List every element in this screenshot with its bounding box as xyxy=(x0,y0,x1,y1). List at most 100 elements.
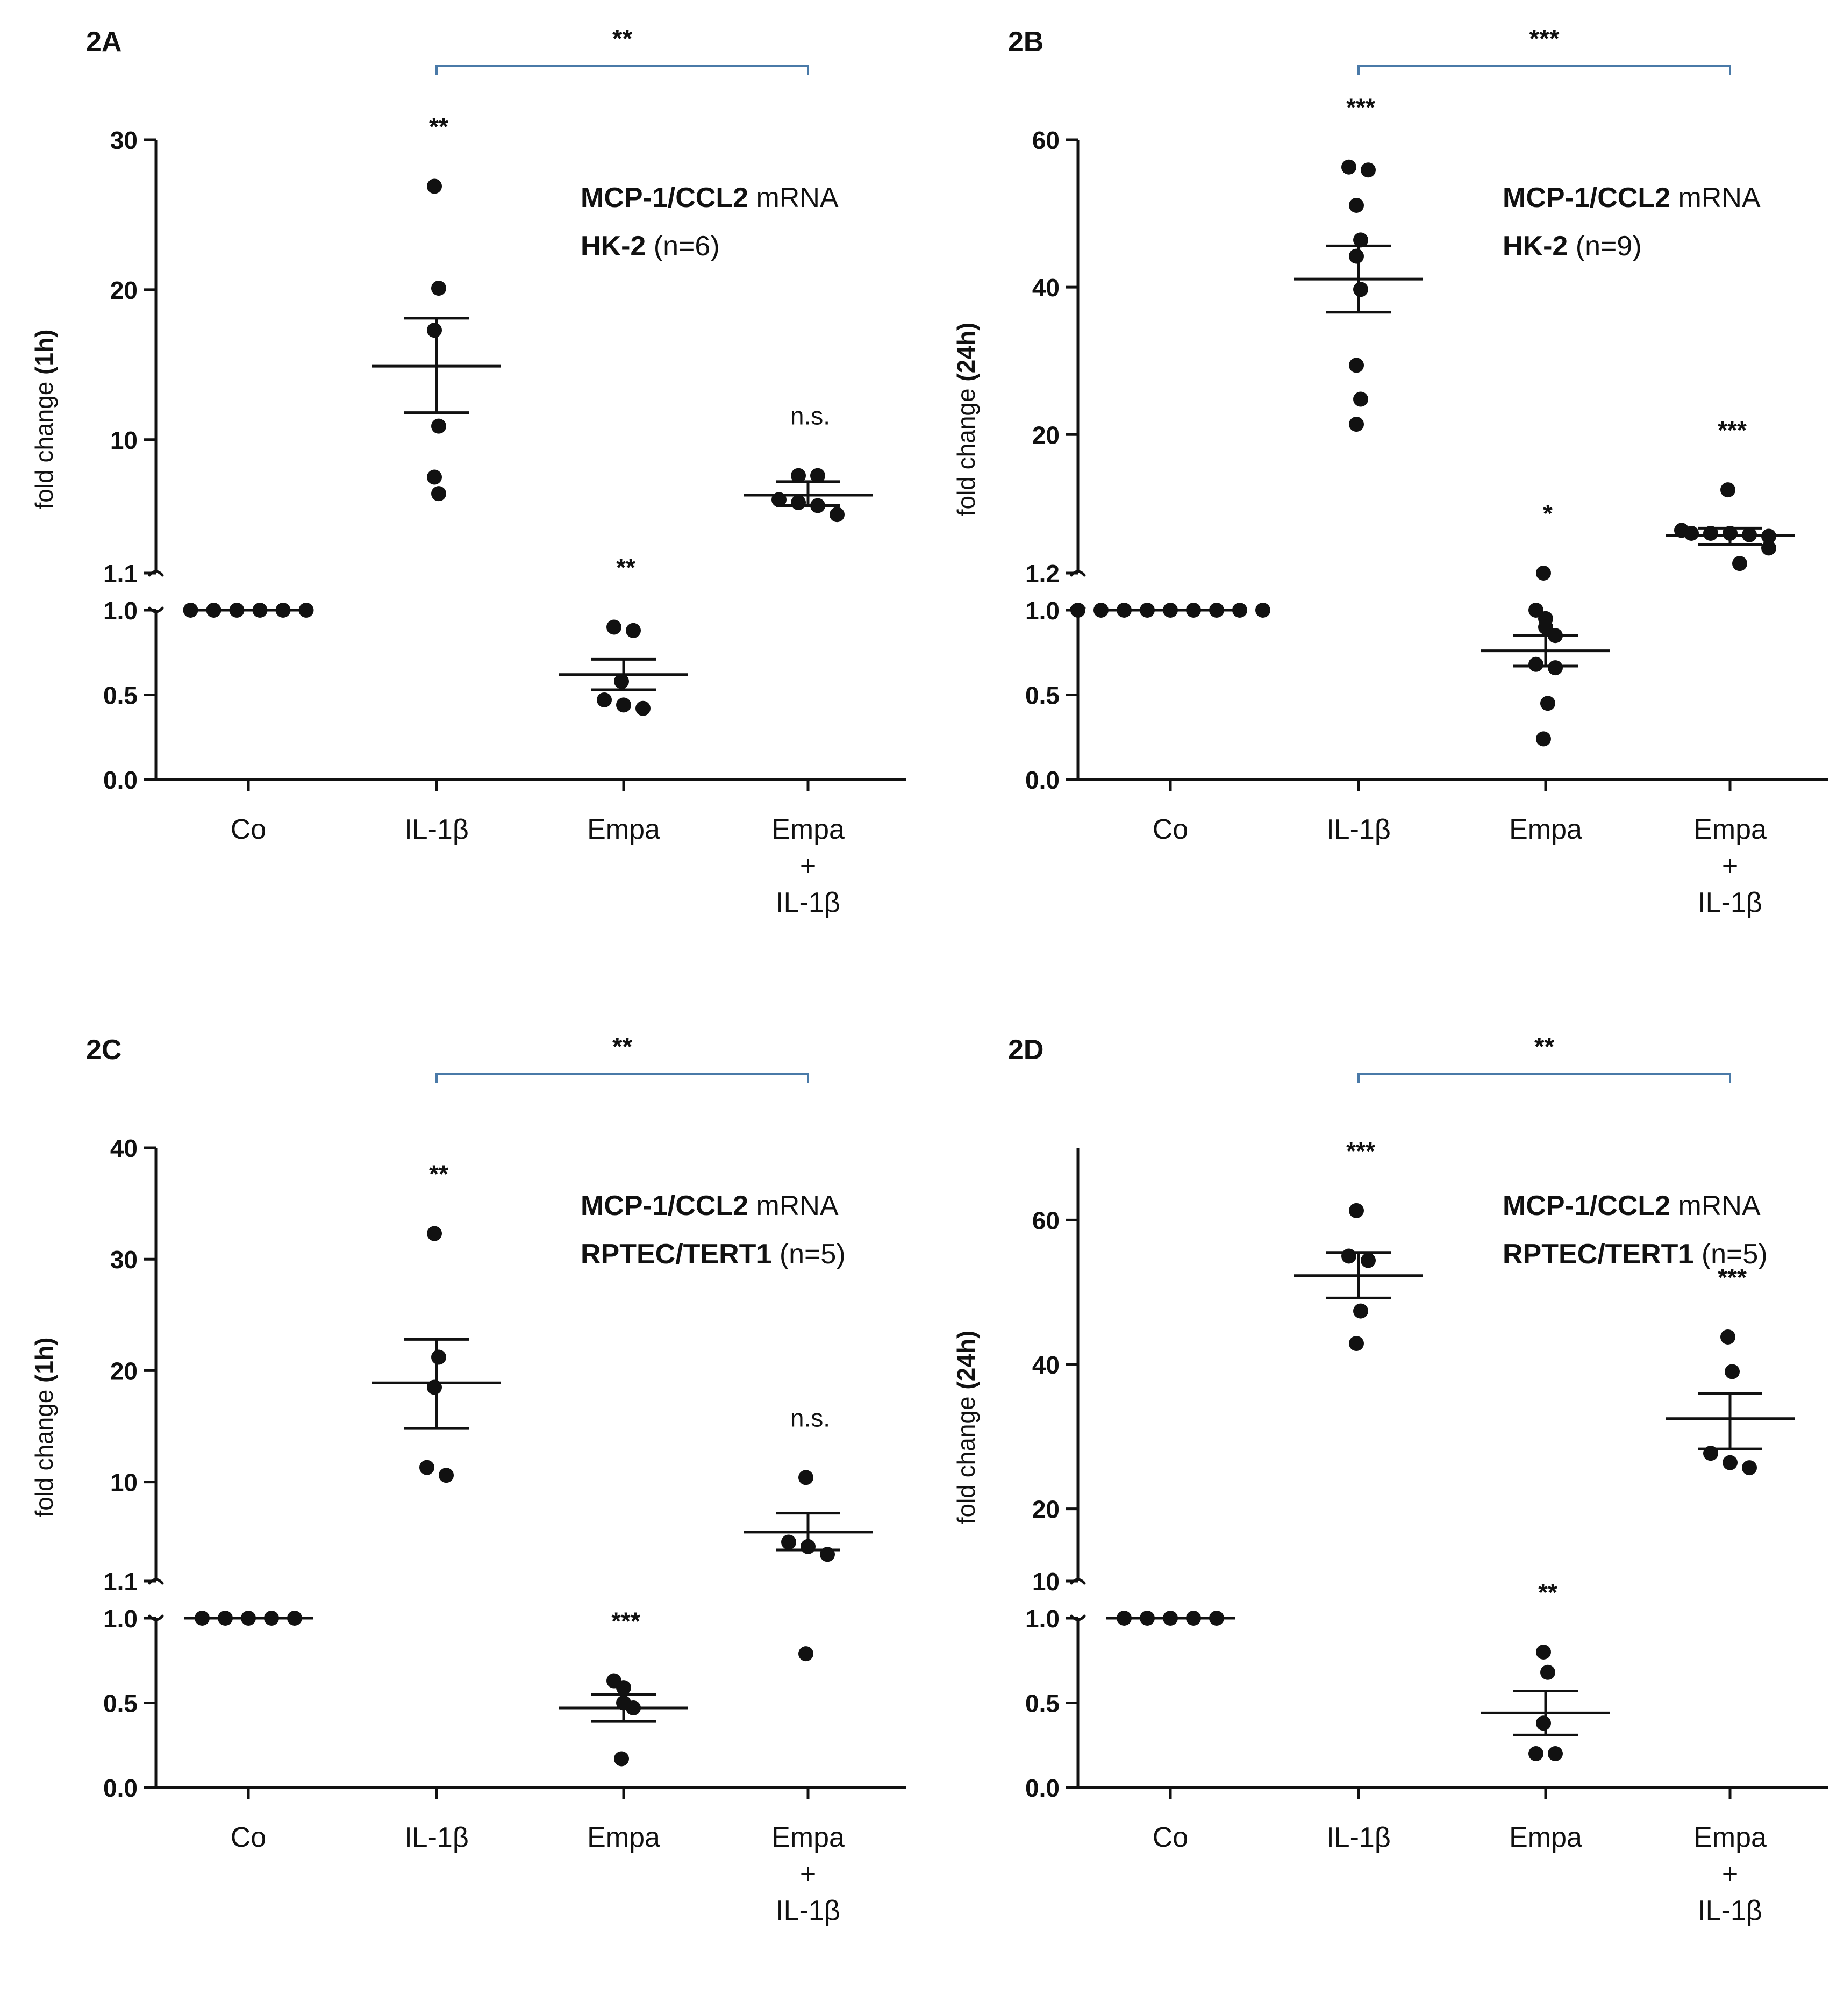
y-tick-label-lower: 1.0 xyxy=(1025,597,1060,625)
data-point xyxy=(1540,696,1555,711)
data-point xyxy=(1117,603,1132,618)
data-point xyxy=(1720,482,1735,498)
data-point xyxy=(1349,1203,1364,1218)
x-tick-label: IL-1β xyxy=(404,814,469,845)
x-tick-label: Empa xyxy=(771,1822,845,1853)
legend-cell-line: RPTEC/TERT1 xyxy=(581,1239,771,1270)
y-axis-label-prefix: fold change xyxy=(30,1383,58,1518)
significance-label: *** xyxy=(1346,94,1375,121)
panel-2C: 2C ** 0.0 0.5 1.0 1.1 10 20 30 40 fold change (1h)… xyxy=(30,1033,906,1926)
legend-gene: MCP-1/CCL2 xyxy=(581,1190,748,1221)
y-tick-label-lower: 0.5 xyxy=(1025,682,1060,710)
data-point xyxy=(820,1547,835,1562)
x-tick-label: IL-1β xyxy=(776,1895,840,1926)
legend-n: (n=5) xyxy=(1693,1239,1767,1270)
y-tick-label-upper: 20 xyxy=(110,276,138,304)
data-point xyxy=(1186,1611,1201,1626)
y-tick-label-lower: 0.0 xyxy=(103,1774,138,1802)
data-point xyxy=(626,1700,641,1715)
data-point xyxy=(264,1611,279,1626)
data-point xyxy=(419,1460,434,1475)
data-point xyxy=(1186,603,1201,618)
x-tick-label: IL-1β xyxy=(1698,887,1762,918)
legend-line-2: HK-2 (n=9) xyxy=(1503,231,1642,262)
data-point xyxy=(1548,1746,1563,1761)
x-tick-label: Co xyxy=(231,1822,266,1853)
panel-2B: 2B *** 0.0 0.5 1.0 1.2 20 40 60 fold change (24h)… xyxy=(952,25,1828,918)
data-point xyxy=(1548,660,1563,676)
data-point xyxy=(1528,1746,1543,1761)
data-point xyxy=(1255,603,1270,618)
legend-n: (n=9) xyxy=(1568,231,1641,262)
y-axis-label-timepoint: (24h) xyxy=(952,1331,980,1390)
y-tick-label-lower: 0.5 xyxy=(1025,1690,1060,1718)
data-point xyxy=(616,697,631,713)
data-point xyxy=(1349,248,1364,264)
x-tick-label: IL-1β xyxy=(1326,1822,1391,1853)
comparison-significance: *** xyxy=(1529,25,1559,53)
legend-unit: mRNA xyxy=(1670,1190,1761,1221)
data-point xyxy=(1353,391,1368,407)
data-point xyxy=(241,1611,256,1626)
significance-label: n.s. xyxy=(790,1404,830,1432)
legend-line-2: RPTEC/TERT1 (n=5) xyxy=(1503,1239,1768,1270)
y-tick-label-upper: 10 xyxy=(110,1469,138,1497)
y-axis-label: fold change (24h) xyxy=(952,1331,980,1525)
comparison-bracket xyxy=(1357,65,1731,75)
data-point xyxy=(1540,1664,1555,1680)
data-point xyxy=(606,619,621,635)
y-tick-label-lower: 0.0 xyxy=(1025,1774,1060,1802)
data-point xyxy=(183,603,198,618)
data-point xyxy=(1070,603,1085,618)
panel-label: 2A xyxy=(86,26,121,58)
x-tick-label: + xyxy=(800,850,816,882)
panel-2A: 2A ** 0.0 0.5 1.0 1.1 10 20 30 fold change (1h) MC… xyxy=(30,25,906,918)
y-axis-label: fold change (1h) xyxy=(30,330,58,510)
y-tick-label-upper: 1.1 xyxy=(103,560,138,588)
data-point xyxy=(431,486,446,502)
data-point xyxy=(616,1680,631,1696)
y-tick-label-upper: 20 xyxy=(110,1357,138,1385)
x-tick-label: IL-1β xyxy=(404,1822,469,1853)
x-tick-label: Empa xyxy=(1509,814,1582,845)
data-point xyxy=(252,603,268,618)
legend-unit: mRNA xyxy=(1670,182,1761,213)
data-point xyxy=(1361,1253,1376,1268)
data-point xyxy=(1703,525,1718,541)
data-point xyxy=(275,603,291,618)
significance-label: n.s. xyxy=(790,402,830,430)
data-point xyxy=(1536,1645,1551,1660)
y-axis-label-prefix: fold change xyxy=(952,1390,980,1525)
y-tick-label-lower: 1.0 xyxy=(103,597,138,625)
data-point xyxy=(1353,232,1368,248)
significance-label: ** xyxy=(1538,1578,1557,1606)
panel-2D: 2D ** 0.0 0.5 1.0 10 20 40 60 fold change (24h) MC… xyxy=(952,1033,1828,1926)
data-point xyxy=(1349,358,1364,373)
y-tick-label-upper: 20 xyxy=(1032,421,1060,449)
x-tick-label: Empa xyxy=(1693,1822,1767,1853)
y-tick-label-lower: 0.0 xyxy=(1025,766,1060,794)
y-tick-label-upper: 40 xyxy=(1032,1351,1060,1379)
data-point xyxy=(427,1379,442,1395)
data-point xyxy=(1117,1611,1132,1626)
data-point xyxy=(1341,1248,1356,1264)
y-tick-label-upper: 1.2 xyxy=(1025,560,1060,588)
data-point xyxy=(439,1468,454,1483)
comparison-bracket xyxy=(435,1073,809,1083)
data-point xyxy=(614,674,629,689)
y-axis-label: fold change (1h) xyxy=(30,1338,58,1518)
data-point xyxy=(1684,525,1699,541)
data-point xyxy=(614,1751,629,1767)
legend-line-1: MCP-1/CCL2 mRNA xyxy=(581,1190,839,1221)
y-axis-label-prefix: fold change xyxy=(952,382,980,517)
panel-label: 2D xyxy=(1008,1034,1043,1066)
data-point xyxy=(810,498,825,513)
y-tick-label-lower: 1.0 xyxy=(1025,1605,1060,1633)
data-point xyxy=(791,468,806,483)
data-point xyxy=(427,323,442,338)
significance-label: *** xyxy=(611,1607,640,1635)
data-point xyxy=(1353,282,1368,297)
x-tick-label: Co xyxy=(231,814,266,845)
x-tick-label: IL-1β xyxy=(1326,814,1391,845)
data-point xyxy=(1349,197,1364,213)
